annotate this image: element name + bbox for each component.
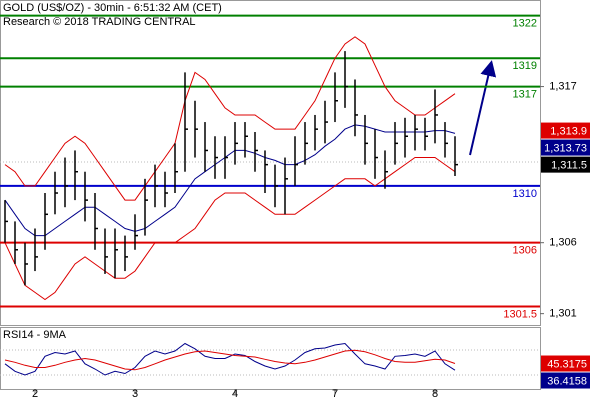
- rsi-line: [4, 349, 456, 371]
- price-tag-label: 36.4158: [547, 375, 587, 387]
- trend-arrow: [469, 60, 497, 156]
- price-tag-label: 45.3175: [547, 358, 587, 370]
- rsi-line: [4, 342, 456, 376]
- price-tag: [541, 355, 590, 372]
- x-tick-label: 7: [332, 388, 338, 400]
- y-tick-label: 1,306: [549, 237, 577, 249]
- price-panel: [0, 0, 541, 326]
- y-tick-label: 1,317: [549, 80, 577, 92]
- rsi-panel: [0, 327, 541, 390]
- x-tick-label: 3: [132, 388, 138, 400]
- level-label: 1306: [513, 245, 537, 257]
- level-label: 1319: [513, 60, 537, 72]
- price-tag: [541, 156, 590, 173]
- level-label: 1317: [513, 88, 537, 100]
- chart-subtitle: Research © 2018 TRADING CENTRAL: [3, 16, 196, 28]
- chart-title: GOLD (US$/OZ) - 30min - 6:51:32 AM (CET): [3, 2, 222, 14]
- rsi-title: RSI14 - 9MA: [3, 329, 67, 341]
- price-tag: [541, 139, 590, 156]
- level-label: 1310: [513, 188, 537, 200]
- price-tag-label: 1,313.73: [544, 142, 587, 154]
- price-tag-label: 1,313.9: [550, 125, 587, 137]
- band-upper: [4, 36, 456, 201]
- price-tag-label: 1,311.5: [551, 160, 587, 172]
- x-tick-label: 4: [232, 388, 238, 400]
- x-tick-label: 8: [432, 388, 438, 400]
- middle-line: [4, 124, 456, 237]
- level-label: 1301.5: [503, 308, 537, 320]
- price-tag: [541, 122, 590, 139]
- x-tick-label: 2: [32, 388, 38, 400]
- y-tick-label: 1,301: [549, 308, 577, 320]
- price-tag: [541, 372, 590, 389]
- band-lower: [4, 157, 456, 301]
- level-label: 1322: [513, 18, 537, 30]
